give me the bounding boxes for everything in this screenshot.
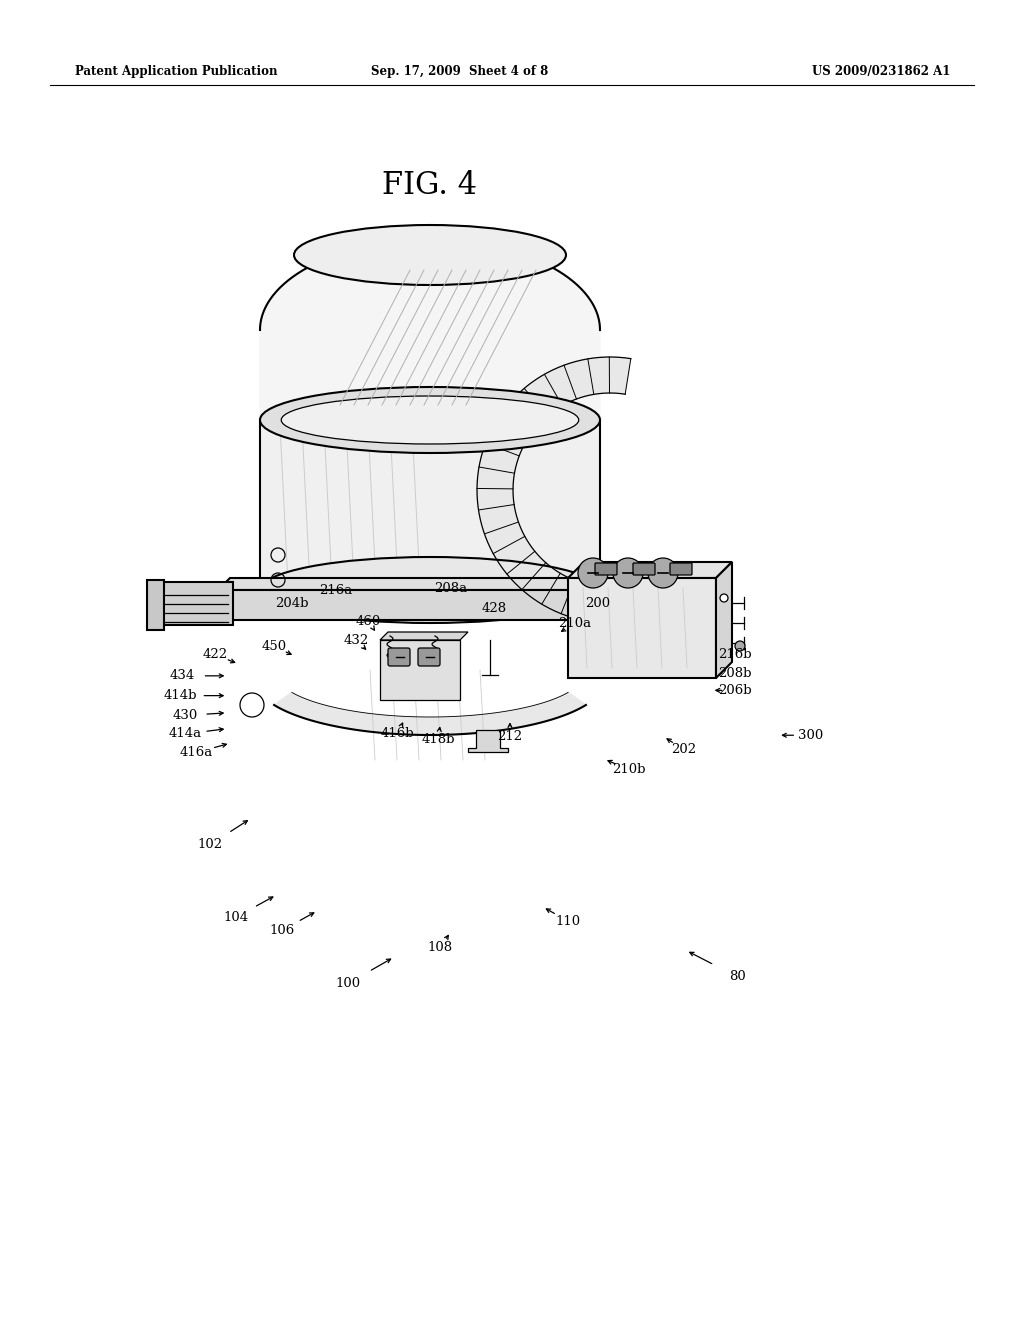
Text: 104: 104 bbox=[223, 911, 248, 924]
Text: 450: 450 bbox=[262, 640, 287, 653]
Polygon shape bbox=[568, 562, 732, 578]
Polygon shape bbox=[468, 730, 508, 752]
Text: Patent Application Publication: Patent Application Publication bbox=[75, 66, 278, 78]
Text: 204b: 204b bbox=[275, 597, 308, 610]
FancyBboxPatch shape bbox=[670, 564, 692, 576]
Text: 216b: 216b bbox=[719, 648, 752, 661]
Text: 414a: 414a bbox=[169, 727, 202, 741]
Text: 414b: 414b bbox=[164, 689, 197, 702]
Text: 208b: 208b bbox=[719, 667, 752, 680]
Ellipse shape bbox=[260, 557, 600, 623]
Text: 428: 428 bbox=[482, 602, 507, 615]
Text: 106: 106 bbox=[269, 924, 294, 937]
Polygon shape bbox=[380, 640, 460, 700]
Polygon shape bbox=[260, 240, 600, 420]
Text: 422: 422 bbox=[203, 648, 227, 661]
FancyBboxPatch shape bbox=[633, 564, 655, 576]
Text: 206b: 206b bbox=[719, 684, 752, 697]
Polygon shape bbox=[568, 578, 716, 678]
Ellipse shape bbox=[294, 224, 566, 285]
Ellipse shape bbox=[260, 387, 600, 453]
Polygon shape bbox=[477, 356, 631, 623]
Polygon shape bbox=[147, 579, 164, 630]
Text: 418b: 418b bbox=[422, 733, 455, 746]
Polygon shape bbox=[716, 562, 732, 678]
FancyBboxPatch shape bbox=[595, 564, 617, 576]
Text: 80: 80 bbox=[729, 970, 745, 983]
Text: 460: 460 bbox=[356, 615, 381, 628]
Text: 212: 212 bbox=[498, 730, 522, 743]
Text: 102: 102 bbox=[198, 838, 222, 851]
Circle shape bbox=[578, 558, 608, 587]
Text: Sep. 17, 2009  Sheet 4 of 8: Sep. 17, 2009 Sheet 4 of 8 bbox=[372, 66, 549, 78]
FancyBboxPatch shape bbox=[388, 648, 410, 667]
Text: 200: 200 bbox=[586, 597, 610, 610]
FancyBboxPatch shape bbox=[418, 648, 440, 667]
Text: 416a: 416a bbox=[180, 746, 213, 759]
Text: 210b: 210b bbox=[612, 763, 645, 776]
Text: 100: 100 bbox=[336, 977, 360, 990]
Polygon shape bbox=[274, 693, 586, 735]
Circle shape bbox=[735, 642, 745, 651]
Text: 434: 434 bbox=[170, 669, 195, 682]
Circle shape bbox=[648, 558, 678, 587]
Polygon shape bbox=[152, 582, 233, 624]
Text: US 2009/0231862 A1: US 2009/0231862 A1 bbox=[812, 66, 950, 78]
Text: 110: 110 bbox=[556, 915, 581, 928]
Text: 416b: 416b bbox=[381, 727, 414, 741]
Text: 202: 202 bbox=[672, 743, 696, 756]
Polygon shape bbox=[380, 632, 468, 640]
Circle shape bbox=[613, 558, 643, 587]
Ellipse shape bbox=[282, 396, 579, 444]
Text: 432: 432 bbox=[344, 634, 369, 647]
Text: 210a: 210a bbox=[558, 616, 591, 630]
Text: 216a: 216a bbox=[319, 583, 352, 597]
Text: 108: 108 bbox=[428, 941, 453, 954]
Circle shape bbox=[720, 594, 728, 602]
Text: 430: 430 bbox=[173, 709, 198, 722]
Polygon shape bbox=[218, 590, 618, 620]
Polygon shape bbox=[260, 420, 600, 590]
Polygon shape bbox=[218, 578, 630, 590]
Text: 208a: 208a bbox=[434, 582, 467, 595]
Text: FIG. 4: FIG. 4 bbox=[383, 169, 477, 201]
Text: 300: 300 bbox=[799, 729, 823, 742]
